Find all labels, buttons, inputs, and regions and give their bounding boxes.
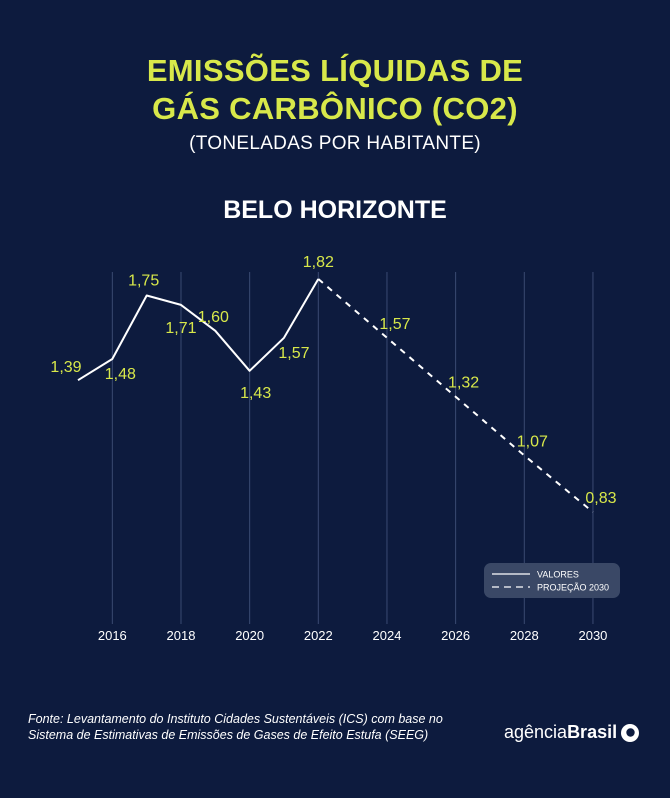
legend-label: PROJEÇÃO 2030 bbox=[537, 583, 609, 593]
data-label: 1,57 bbox=[278, 345, 309, 362]
data-label: 1,39 bbox=[50, 359, 81, 376]
data-label: 1,32 bbox=[448, 375, 479, 392]
source-note: Fonte: Levantamento do Instituto Cidades… bbox=[28, 712, 443, 742]
x-tick-label: 2020 bbox=[235, 628, 264, 643]
legend: VALORES PROJEÇÃO 2030 bbox=[484, 563, 620, 598]
x-tick-label: 2024 bbox=[373, 628, 402, 643]
chart-subtitle: (TONELADAS POR HABITANTE) bbox=[189, 133, 481, 154]
chart-title: EMISSÕES LÍQUIDAS DE GÁS CARBÔNICO (CO2) bbox=[0, 52, 670, 128]
legend-label: VALORES bbox=[537, 570, 579, 580]
x-axis-ticks: 2016 2018 2020 2022 2024 2026 2028 2030 bbox=[98, 628, 608, 643]
series-lines bbox=[77, 278, 594, 513]
data-label: 0,83 bbox=[585, 490, 616, 507]
agencia-brasil-logo: agência Brasil bbox=[504, 722, 640, 743]
data-label: 1,57 bbox=[379, 316, 410, 333]
data-label: 1,43 bbox=[240, 385, 271, 402]
values-line bbox=[77, 278, 320, 382]
data-label: 1,75 bbox=[128, 272, 159, 289]
logo-text-bold: Brasil bbox=[567, 722, 618, 742]
x-tick-label: 2016 bbox=[98, 628, 127, 643]
data-labels: 1,39 1,48 1,75 1,711,60 1,43 1,57 1,82 1,57 1,32… bbox=[50, 254, 616, 507]
data-label: 1,07 bbox=[517, 434, 548, 451]
data-label: 1,82 bbox=[303, 254, 334, 271]
data-label: 1,60 bbox=[198, 309, 229, 326]
x-tick-label: 2026 bbox=[441, 628, 470, 643]
chart-title-line-2: GÁS CARBÔNICO (CO2) bbox=[152, 91, 518, 126]
chart-title-line-1: EMISSÕES LÍQUIDAS DE bbox=[146, 53, 524, 88]
logo-mark-icon bbox=[620, 723, 640, 743]
x-tick-label: 2018 bbox=[167, 628, 196, 643]
city-heading: BELO HORIZONTE bbox=[223, 196, 447, 224]
data-label: 1,71 bbox=[165, 320, 196, 337]
data-label: 1,48 bbox=[105, 366, 136, 383]
x-tick-label: 2030 bbox=[578, 628, 607, 643]
x-tick-label: 2022 bbox=[304, 628, 333, 643]
legend-box bbox=[484, 563, 620, 598]
x-tick-label: 2028 bbox=[510, 628, 539, 643]
projection-line bbox=[317, 278, 594, 513]
logo-text-regular: agência bbox=[504, 722, 568, 742]
